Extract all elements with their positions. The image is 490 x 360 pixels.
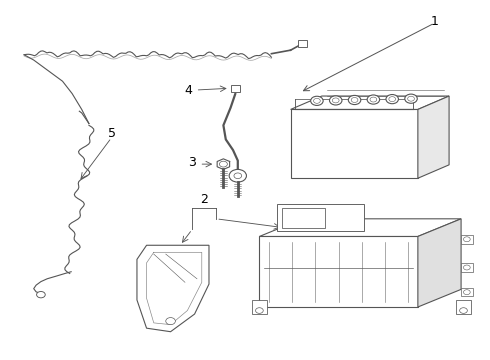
Circle shape [460, 308, 467, 313]
Polygon shape [456, 300, 471, 314]
Polygon shape [298, 40, 307, 47]
Text: 2: 2 [200, 193, 208, 207]
Polygon shape [259, 237, 418, 307]
Polygon shape [461, 263, 473, 272]
Polygon shape [259, 219, 461, 237]
Circle shape [37, 292, 45, 298]
Circle shape [314, 98, 320, 103]
Polygon shape [137, 245, 209, 332]
Circle shape [367, 95, 380, 104]
Circle shape [408, 96, 415, 101]
Circle shape [311, 96, 323, 105]
Polygon shape [418, 219, 461, 307]
Circle shape [329, 96, 342, 105]
Polygon shape [217, 159, 230, 170]
Circle shape [256, 308, 263, 313]
Circle shape [229, 170, 246, 182]
Polygon shape [231, 85, 240, 92]
Circle shape [386, 95, 398, 104]
Circle shape [166, 318, 175, 325]
Polygon shape [461, 235, 473, 243]
Circle shape [351, 98, 358, 103]
Circle shape [464, 265, 470, 270]
Text: 5: 5 [107, 127, 116, 140]
Circle shape [464, 290, 470, 294]
Polygon shape [418, 96, 449, 178]
Polygon shape [282, 208, 325, 228]
Circle shape [220, 161, 227, 167]
Polygon shape [461, 288, 473, 296]
Polygon shape [277, 204, 365, 231]
Polygon shape [291, 109, 418, 178]
Circle shape [234, 173, 242, 179]
Circle shape [464, 237, 470, 242]
Circle shape [348, 95, 361, 104]
Circle shape [332, 98, 339, 103]
Circle shape [370, 97, 377, 102]
Circle shape [389, 96, 395, 102]
Circle shape [405, 94, 417, 103]
Polygon shape [291, 96, 449, 109]
Text: 3: 3 [188, 156, 196, 169]
Text: 4: 4 [184, 84, 192, 96]
Polygon shape [252, 300, 267, 314]
Text: 1: 1 [431, 15, 439, 28]
